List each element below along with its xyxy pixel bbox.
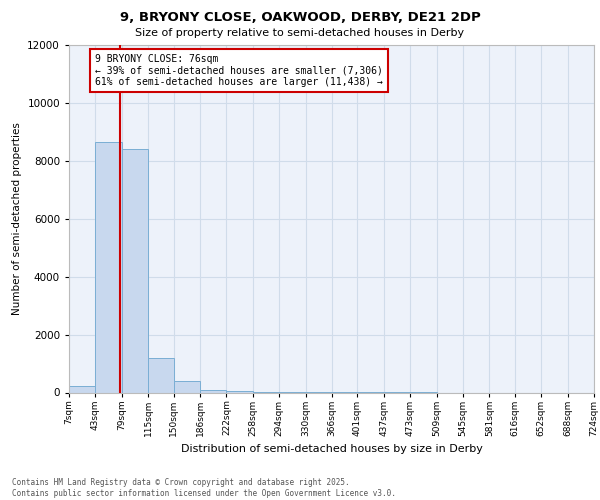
Text: 9, BRYONY CLOSE, OAKWOOD, DERBY, DE21 2DP: 9, BRYONY CLOSE, OAKWOOD, DERBY, DE21 2D…: [119, 11, 481, 24]
Text: Size of property relative to semi-detached houses in Derby: Size of property relative to semi-detach…: [136, 28, 464, 38]
Bar: [174, 382, 200, 392]
Y-axis label: Number of semi-detached properties: Number of semi-detached properties: [11, 122, 22, 315]
X-axis label: Distribution of semi-detached houses by size in Derby: Distribution of semi-detached houses by …: [181, 444, 482, 454]
Bar: [69, 386, 95, 392]
Bar: [122, 149, 148, 392]
Text: Contains HM Land Registry data © Crown copyright and database right 2025.
Contai: Contains HM Land Registry data © Crown c…: [12, 478, 396, 498]
Text: 9 BRYONY CLOSE: 76sqm
← 39% of semi-detached houses are smaller (7,306)
61% of s: 9 BRYONY CLOSE: 76sqm ← 39% of semi-deta…: [95, 54, 383, 87]
Bar: [95, 142, 122, 393]
Bar: [226, 391, 253, 392]
Bar: [200, 390, 226, 392]
Bar: [148, 358, 174, 392]
